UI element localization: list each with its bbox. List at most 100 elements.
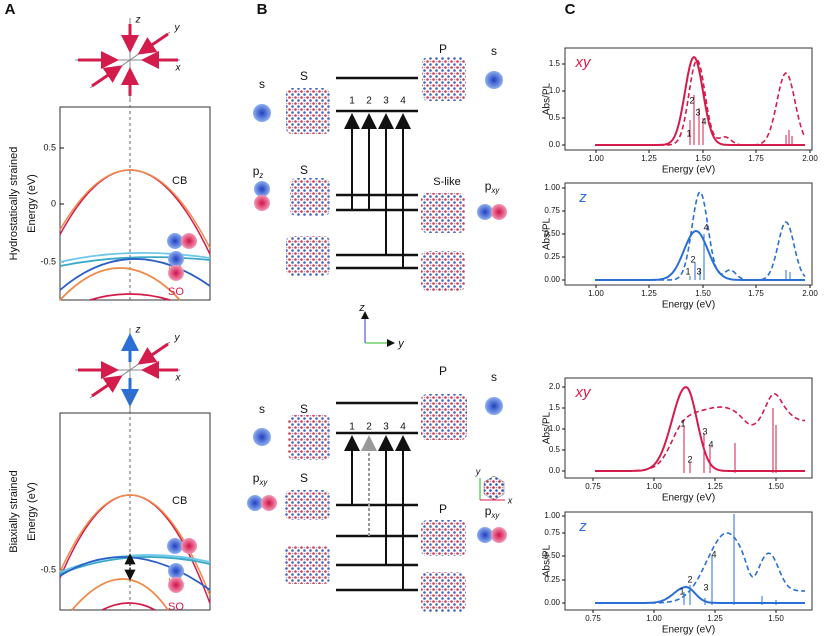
x-tick-label: 1.50 — [768, 614, 784, 623]
peak-label: 4 — [711, 549, 716, 559]
side-label: Hydrostatically strained — [8, 147, 20, 261]
band-label: CB — [172, 495, 187, 507]
orbital-label-sub: xy — [490, 186, 500, 195]
level-label: P — [439, 42, 447, 56]
orbital-label-base: p — [485, 179, 492, 193]
y-tick-label: 0.00 — [544, 275, 560, 284]
orbital-lobe — [254, 195, 270, 211]
axis-name: y — [174, 23, 181, 34]
y-axis-label: Energy (eV) — [26, 174, 38, 233]
orbital-lobe — [253, 104, 271, 122]
x-axis-label: Energy (eV) — [662, 165, 715, 176]
y-tick-label: 0.50 — [544, 551, 560, 560]
atom-cluster — [422, 57, 466, 101]
orbital-lobe — [168, 265, 184, 281]
peak-label: 3 — [703, 582, 708, 592]
pl-curve — [595, 585, 805, 604]
transition-label: 1 — [349, 96, 355, 107]
x-tick-label: 1.25 — [641, 154, 657, 163]
level-label: s — [259, 77, 265, 91]
y-tick-label: 0.0 — [549, 140, 561, 149]
transition-label: 3 — [383, 422, 389, 433]
y-axis-label: Abs/PL — [542, 544, 553, 577]
y-axis-label: Abs/PL — [542, 217, 553, 250]
y-tick-label: 0 — [51, 198, 56, 208]
valence-band — [59, 556, 211, 591]
orbital-lobe — [254, 181, 270, 197]
orbital-lobe — [485, 397, 503, 415]
peak-label: 1 — [686, 128, 691, 138]
inset-axis-label: x — [507, 495, 513, 505]
valence-band — [89, 293, 171, 301]
valence-band — [71, 578, 169, 611]
inset-hexagon — [483, 475, 505, 501]
y-tick-label: 0.5 — [43, 142, 56, 152]
y-tick-label: 0.25 — [544, 252, 560, 261]
x-tick-label: 1.00 — [646, 482, 662, 491]
axis-name: x — [175, 373, 182, 384]
orbital-label-base: p — [253, 471, 260, 485]
orbital-label-sub: z — [258, 171, 263, 180]
atom-cluster — [290, 178, 330, 216]
x-tick-label: 1.00 — [588, 154, 604, 163]
strain-arrow — [137, 342, 169, 365]
transition-label: 1 — [349, 422, 355, 433]
orbital-lobe — [167, 233, 183, 249]
plot-frame — [564, 377, 813, 479]
y-tick-label: 0.0 — [549, 466, 561, 475]
peak-label: 3 — [702, 426, 707, 436]
y-tick-label: -0.5 — [40, 256, 56, 266]
plot-frame — [564, 511, 813, 611]
orbital-lobe — [477, 527, 493, 543]
valence-band — [59, 258, 211, 291]
axis-name: z — [135, 325, 141, 336]
atom-cluster — [285, 490, 330, 520]
atom-cluster — [286, 236, 330, 276]
orbital-lobe — [253, 428, 271, 446]
level-label: P — [439, 502, 447, 516]
y-tick-label: 1.00 — [544, 183, 560, 192]
axis-name: y — [174, 333, 181, 344]
absorption-curve — [595, 190, 806, 281]
y-tick-label: 0.75 — [544, 206, 560, 215]
level-label: s — [491, 370, 497, 384]
orbital-label-base: p — [253, 164, 260, 178]
orbital-lobe — [485, 71, 503, 89]
y-tick-label: 1.0 — [549, 86, 561, 95]
y-tick-label: 0.5 — [549, 445, 561, 454]
x-tick-label: 1.25 — [641, 289, 657, 298]
y-tick-label: 0.5 — [549, 113, 561, 122]
level-label: S — [300, 163, 308, 177]
x-axis-label: Energy (eV) — [662, 300, 715, 311]
level-label: S — [300, 402, 308, 416]
panel-label: C — [565, 1, 576, 18]
peak-label: 4 — [701, 116, 706, 126]
plot-title: xy — [575, 384, 593, 401]
inset-axis-label: y — [475, 466, 481, 476]
atom-cluster — [421, 520, 466, 556]
x-tick-label: 2.00 — [802, 154, 818, 163]
transition-label: 4 — [400, 96, 406, 107]
peak-label: 4 — [708, 439, 713, 449]
plot-frame — [59, 412, 211, 611]
peak-label: 1 — [685, 266, 690, 276]
orbital-label-sub: xy — [490, 511, 500, 520]
y-axis-label: Abs/PL — [542, 82, 553, 115]
strain-arrow — [91, 65, 123, 88]
orbital-lobe — [491, 204, 507, 220]
plot-title: xy — [575, 54, 593, 71]
peak-label: 3 — [696, 266, 701, 276]
y-axis-label: Abs/PL — [542, 411, 553, 444]
x-tick-label: 0.75 — [585, 614, 601, 623]
plot-title: z — [578, 189, 587, 206]
atom-cluster — [421, 572, 466, 612]
plot-title: z — [578, 518, 587, 535]
orbital-lobe — [167, 538, 183, 554]
level-label: s — [491, 44, 497, 58]
atom-cluster — [288, 415, 330, 460]
panel-label: B — [257, 1, 268, 18]
axis-name: z — [135, 15, 141, 26]
x-tick-label: 1.50 — [768, 482, 784, 491]
